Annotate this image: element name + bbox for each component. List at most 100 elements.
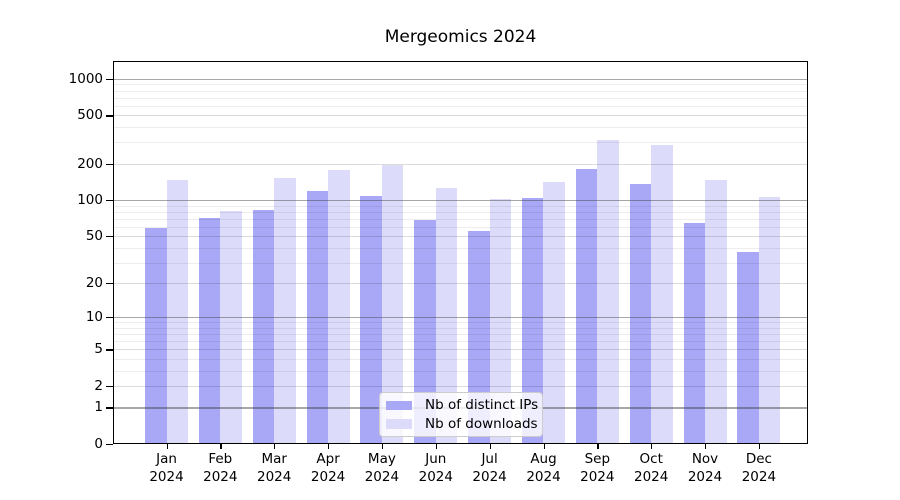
gridline-100 bbox=[113, 200, 808, 202]
bar-nb-of-downloads-may-2024 bbox=[381, 165, 404, 444]
x-tick-label-nov-2024: Nov 2024 bbox=[687, 451, 723, 485]
x-tick-label-jul-2024: Jul 2024 bbox=[472, 451, 507, 485]
y-tick-20 bbox=[106, 283, 113, 285]
x-tick-mar-2024 bbox=[274, 444, 276, 449]
bar-nb-of-downloads-aug-2024 bbox=[543, 182, 565, 444]
x-tick-label-may-2024: May 2024 bbox=[364, 451, 400, 485]
bar-nb-of-distinct-ips-mar-2024 bbox=[252, 209, 275, 444]
x-tick-oct-2024 bbox=[651, 444, 653, 449]
gridline-400 bbox=[113, 127, 808, 129]
legend-label-distinct-ips: Nb of distinct IPs bbox=[425, 397, 539, 414]
y-tick-10 bbox=[106, 317, 113, 319]
bar-nb-of-distinct-ips-feb-2024 bbox=[198, 217, 221, 444]
gridline-6 bbox=[113, 341, 808, 343]
gridline-200 bbox=[113, 163, 808, 165]
y-tick-label-200: 200 bbox=[77, 155, 103, 172]
bar-nb-of-distinct-ips-aug-2024 bbox=[521, 197, 544, 444]
bar-nb-of-distinct-ips-sep-2024 bbox=[575, 168, 598, 444]
bar-nb-of-distinct-ips-dec-2024 bbox=[737, 251, 759, 444]
x-tick-jul-2024 bbox=[489, 444, 491, 449]
gridline-2 bbox=[113, 385, 808, 387]
gridline-8 bbox=[113, 327, 808, 329]
x-tick-label-feb-2024: Feb 2024 bbox=[203, 451, 238, 485]
bar-nb-of-downloads-mar-2024 bbox=[274, 177, 296, 444]
gridline-1000 bbox=[113, 78, 808, 80]
plot-area bbox=[113, 61, 808, 444]
y-tick-label-5: 5 bbox=[94, 341, 103, 358]
gridline-7 bbox=[113, 334, 808, 336]
x-tick-aug-2024 bbox=[543, 444, 545, 449]
y-tick-0 bbox=[106, 444, 113, 446]
gridline-30 bbox=[113, 262, 808, 264]
y-tick-50 bbox=[106, 236, 113, 238]
gridline-20 bbox=[113, 283, 808, 285]
y-tick-label-2: 2 bbox=[94, 377, 103, 394]
gridline-3 bbox=[113, 370, 808, 372]
legend-swatch-distinct-ips bbox=[386, 400, 412, 410]
legend-label-downloads: Nb of downloads bbox=[425, 415, 538, 432]
y-tick-200 bbox=[106, 163, 113, 165]
legend-swatch-downloads bbox=[386, 419, 412, 429]
gridline-70 bbox=[113, 218, 808, 220]
x-tick-label-mar-2024: Mar 2024 bbox=[257, 451, 292, 485]
bar-nb-of-downloads-jun-2024 bbox=[435, 187, 458, 444]
bars-layer bbox=[113, 61, 808, 444]
x-tick-jan-2024 bbox=[166, 444, 168, 449]
x-tick-label-jan-2024: Jan 2024 bbox=[149, 451, 184, 485]
y-tick-500 bbox=[106, 115, 113, 117]
bar-nb-of-distinct-ips-may-2024 bbox=[360, 196, 382, 444]
gridline-300 bbox=[113, 142, 808, 144]
y-tick-1000 bbox=[106, 78, 113, 81]
bar-nb-of-downloads-jan-2024 bbox=[166, 179, 188, 444]
bar-nb-of-downloads-sep-2024 bbox=[597, 139, 619, 444]
x-tick-nov-2024 bbox=[705, 444, 707, 449]
bar-nb-of-distinct-ips-jul-2024 bbox=[468, 231, 490, 444]
gridline-500 bbox=[113, 115, 808, 117]
y-tick-5 bbox=[106, 349, 113, 351]
gridline-90 bbox=[113, 205, 808, 207]
bar-nb-of-distinct-ips-apr-2024 bbox=[306, 190, 329, 444]
x-tick-label-aug-2024: Aug 2024 bbox=[526, 451, 561, 485]
bar-nb-of-distinct-ips-oct-2024 bbox=[629, 183, 652, 444]
y-tick-label-500: 500 bbox=[77, 107, 103, 124]
bar-nb-of-distinct-ips-jan-2024 bbox=[145, 227, 167, 444]
gridline-600 bbox=[113, 105, 808, 107]
bar-nb-of-downloads-oct-2024 bbox=[651, 145, 673, 444]
gridline-4 bbox=[113, 358, 808, 360]
x-tick-label-dec-2024: Dec 2024 bbox=[741, 451, 777, 485]
gridline-800 bbox=[113, 90, 808, 92]
gridline-50 bbox=[113, 236, 808, 238]
legend-item-distinct-ips: Nb of distinct IPs bbox=[386, 397, 539, 414]
bar-nb-of-downloads-apr-2024 bbox=[328, 170, 350, 444]
legend: Nb of distinct IPs Nb of downloads bbox=[379, 392, 543, 437]
gridline-9 bbox=[113, 322, 808, 324]
bar-nb-of-downloads-dec-2024 bbox=[758, 197, 781, 444]
bar-nb-of-downloads-jul-2024 bbox=[489, 199, 512, 444]
gridline-700 bbox=[113, 97, 808, 99]
legend-item-downloads: Nb of downloads bbox=[386, 415, 538, 432]
x-tick-label-sep-2024: Sep 2024 bbox=[580, 451, 615, 485]
y-tick-1 bbox=[106, 407, 113, 409]
x-tick-sep-2024 bbox=[597, 444, 599, 449]
x-tick-apr-2024 bbox=[328, 444, 330, 449]
y-tick-label-10: 10 bbox=[85, 309, 103, 326]
chart-title: Mergeomics 2024 bbox=[384, 27, 537, 47]
gridline-5 bbox=[113, 349, 808, 351]
gridline-10 bbox=[113, 317, 808, 319]
gridline-80 bbox=[113, 211, 808, 213]
x-tick-label-oct-2024: Oct 2024 bbox=[634, 451, 669, 485]
gridline-900 bbox=[113, 84, 808, 86]
gridline-40 bbox=[113, 247, 808, 249]
x-tick-feb-2024 bbox=[220, 444, 222, 449]
bar-nb-of-distinct-ips-jun-2024 bbox=[414, 220, 436, 444]
y-tick-label-20: 20 bbox=[85, 275, 103, 292]
y-tick-2 bbox=[106, 385, 113, 388]
y-tick-label-1000: 1000 bbox=[68, 70, 103, 87]
x-tick-jun-2024 bbox=[435, 444, 438, 449]
y-tick-label-100: 100 bbox=[77, 192, 103, 208]
x-tick-label-apr-2024: Apr 2024 bbox=[310, 451, 346, 485]
bar-nb-of-downloads-feb-2024 bbox=[220, 211, 242, 444]
x-tick-label-jun-2024: Jun 2024 bbox=[418, 451, 453, 485]
x-tick-may-2024 bbox=[381, 444, 384, 449]
